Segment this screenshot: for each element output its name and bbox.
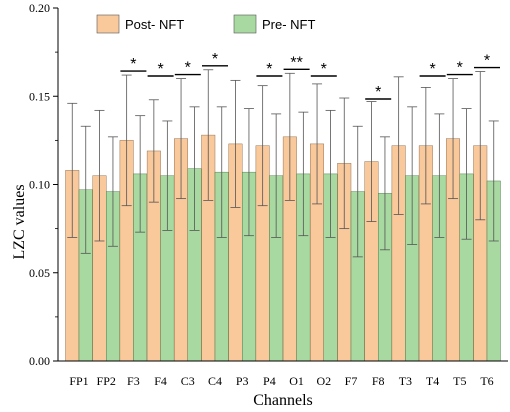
legend-swatch-pre-nft bbox=[233, 14, 257, 34]
legend-swatch-post-nft bbox=[96, 14, 120, 34]
significance-marker: ** bbox=[290, 54, 302, 71]
significance-marker: * bbox=[130, 56, 136, 73]
x-axis-title: Channels bbox=[253, 392, 313, 409]
y-tick-label: 0.20 bbox=[29, 1, 50, 15]
significance-marker: * bbox=[321, 61, 327, 78]
x-tick-label: T4 bbox=[426, 374, 439, 388]
significance-marker: * bbox=[212, 51, 218, 68]
significance-marker: * bbox=[266, 61, 272, 78]
x-tick-label: F8 bbox=[372, 374, 385, 388]
significance-marker: * bbox=[185, 60, 191, 77]
significance-layer: * * *** ** *** * * bbox=[120, 51, 500, 101]
y-tick-label: 0.05 bbox=[29, 266, 50, 280]
x-tick-label: T5 bbox=[453, 374, 466, 388]
significance-marker: * bbox=[375, 84, 381, 101]
x-tick-label: C4 bbox=[208, 374, 222, 388]
significance-marker: * bbox=[157, 61, 163, 78]
x-tick-label: O2 bbox=[316, 374, 331, 388]
x-tick-label: F7 bbox=[345, 374, 358, 388]
y-axis-title: LZC values bbox=[11, 184, 28, 259]
x-tick-label: FP2 bbox=[97, 374, 116, 388]
x-tick-label: O1 bbox=[289, 374, 304, 388]
y-tick-label: 0.10 bbox=[29, 178, 50, 192]
x-tick-label: C3 bbox=[181, 374, 195, 388]
legend: Post- NFT Pre- NFT bbox=[96, 14, 316, 34]
error-bars-layer bbox=[67, 69, 499, 258]
axes-layer: FP1 FP2 F3 F4 C3 C4 P3 P4 O1 O2 F7 F8 T3 T4 T5 T6 0.00 0.… bbox=[29, 1, 508, 388]
significance-marker: * bbox=[484, 53, 490, 70]
x-tick-label: P4 bbox=[263, 374, 276, 388]
y-tick-label: 0.00 bbox=[29, 354, 50, 368]
y-tick-label: 0.15 bbox=[29, 89, 50, 103]
x-tick-label: FP1 bbox=[69, 374, 88, 388]
significance-marker: * bbox=[457, 60, 463, 77]
x-tick-label: T6 bbox=[480, 374, 493, 388]
x-tick-label: F4 bbox=[154, 374, 167, 388]
x-tick-label: P3 bbox=[236, 374, 249, 388]
bars-layer bbox=[65, 134, 501, 362]
legend-label-pre-nft: Pre- NFT bbox=[262, 17, 316, 32]
x-tick-label: T3 bbox=[399, 374, 412, 388]
significance-marker: * bbox=[429, 61, 435, 78]
legend-label-post-nft: Post- NFT bbox=[125, 17, 184, 32]
x-tick-label: F3 bbox=[127, 374, 140, 388]
